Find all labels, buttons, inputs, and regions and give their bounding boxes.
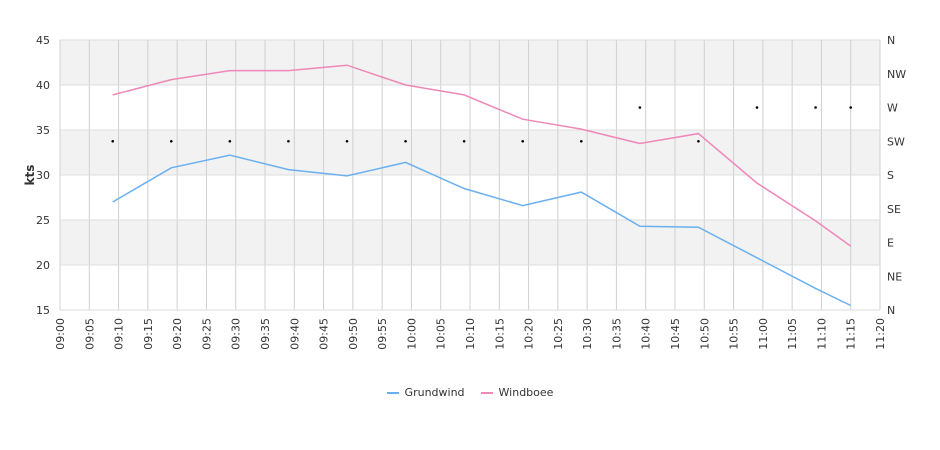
x-tick-label: 10:15 — [493, 318, 506, 350]
direction-tick-label: NW — [887, 68, 906, 81]
x-tick-label: 09:00 — [54, 318, 67, 350]
direction-tick-label: NE — [887, 270, 902, 283]
x-tick-label: 11:05 — [786, 318, 799, 350]
legend-swatch — [480, 391, 493, 394]
x-tick-label: 11:20 — [874, 318, 887, 350]
y-tick-label: 20 — [36, 259, 50, 272]
wind-direction-point — [462, 139, 466, 143]
x-tick-label: 10:55 — [728, 318, 741, 350]
legend-swatch — [386, 391, 399, 394]
wind-direction-point — [638, 106, 642, 109]
x-tick-label: 09:40 — [288, 318, 301, 350]
x-tick-label: 10:00 — [405, 318, 418, 350]
x-tick-label: 09:55 — [376, 318, 389, 350]
direction-tick-label: N — [887, 304, 895, 317]
direction-tick-label: SW — [887, 135, 905, 148]
wind-direction-point — [579, 139, 583, 143]
x-tick-label: 09:15 — [142, 318, 155, 350]
legend-label: Grundwind — [404, 386, 465, 399]
series-line-grundwind — [112, 154, 852, 307]
x-tick-label: 10:30 — [581, 318, 594, 350]
legend-item-windboee[interactable]: Windboee — [480, 386, 554, 399]
direction-tick-label: E — [887, 237, 894, 250]
x-tick-label: 10:05 — [435, 318, 448, 350]
wind-direction-point — [814, 106, 817, 109]
legend-item-grundwind[interactable]: Grundwind — [386, 386, 465, 399]
x-tick-label: 10:20 — [523, 318, 536, 350]
legend-label: Windboee — [498, 386, 554, 399]
x-tick-label: 10:35 — [610, 318, 623, 350]
wind-direction-point — [228, 139, 232, 143]
x-tick-label: 10:45 — [669, 318, 682, 350]
x-tick-label: 10:40 — [640, 318, 653, 350]
wind-direction-point — [849, 106, 853, 109]
chart-legend: Grundwind Windboee — [0, 386, 940, 399]
x-tick-label: 11:00 — [757, 318, 770, 350]
y-tick-label: 30 — [36, 169, 50, 182]
x-tick-label: 09:45 — [318, 318, 331, 350]
wind-direction-point — [404, 139, 407, 143]
wind-direction-point — [697, 139, 700, 143]
x-tick-label: 09:35 — [259, 318, 272, 350]
x-tick-label: 10:50 — [698, 318, 711, 350]
wind-direction-point — [345, 139, 349, 143]
x-tick-label: 09:05 — [83, 318, 96, 350]
y-tick-label: 15 — [36, 304, 50, 317]
wind-direction-point — [521, 139, 525, 143]
x-tick-label: 09:50 — [347, 318, 360, 350]
wind-chart: 15 20 25 30 35 40 45 kts N NE E SE S SW W NW N 09:00 09:05… — [23, 34, 906, 350]
y-axis-label: kts — [23, 165, 37, 186]
y-tick-label: 25 — [36, 214, 50, 227]
wind-direction-point — [287, 139, 290, 143]
x-tick-label: 11:15 — [845, 318, 858, 350]
wind-direction-point — [169, 139, 173, 143]
y-tick-label: 45 — [36, 34, 50, 47]
direction-tick-label: SE — [887, 203, 901, 216]
wind-direction-point — [111, 139, 115, 143]
y-tick-label: 40 — [36, 79, 50, 92]
x-tick-label: 10:10 — [464, 318, 477, 350]
x-tick-label: 09:30 — [230, 318, 243, 350]
x-tick-label: 10:25 — [552, 318, 565, 350]
x-tick-label: 09:25 — [200, 318, 213, 350]
y-tick-label: 35 — [36, 124, 50, 137]
x-tick-label: 09:10 — [113, 318, 126, 350]
x-tick-label: 09:20 — [171, 318, 184, 350]
direction-tick-label: S — [887, 169, 894, 182]
series-line-windboee — [112, 64, 852, 247]
direction-tick-label: N — [887, 34, 895, 47]
x-tick-label: 11:10 — [815, 318, 828, 350]
direction-tick-label: W — [887, 102, 898, 115]
wind-direction-point — [755, 106, 759, 109]
